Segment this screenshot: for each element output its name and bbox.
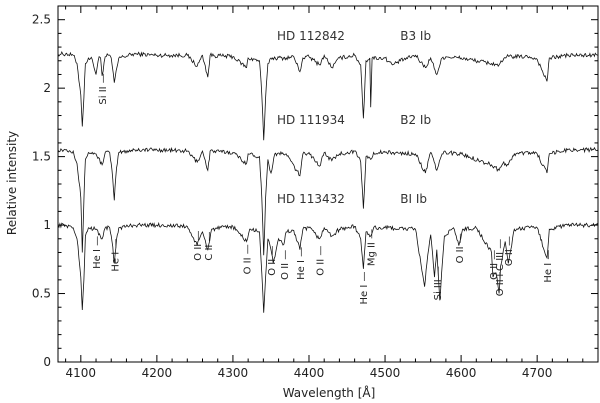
x-tick-label: 4500 — [370, 366, 401, 380]
y-tick-label: 1.5 — [32, 150, 51, 164]
series-group — [57, 50, 599, 313]
spectrum-line — [57, 50, 599, 141]
spectrum-line — [57, 221, 599, 313]
series-annotation: HD 113432 — [277, 192, 345, 206]
spectral-line-label: O II — — [243, 244, 254, 274]
x-tick-label: 4300 — [218, 366, 249, 380]
spectral-line-label: Mg II — — [367, 229, 378, 266]
y-axis-label: Relative intensity — [5, 131, 19, 235]
spectral-line-label: C II — — [204, 231, 215, 260]
x-tick-label: 4600 — [446, 366, 477, 380]
spectral-line-label: O II — — [504, 236, 515, 266]
y-tick-label: 2 — [43, 81, 51, 95]
plot-frame — [57, 5, 599, 363]
spectral-line-label: He I — — [543, 250, 554, 283]
series-annotation: BI Ib — [400, 192, 427, 206]
spectral-line-label: Si III — — [433, 266, 444, 300]
y-tick-label: 0 — [43, 355, 51, 369]
spectral-line-label: O II — — [316, 246, 327, 276]
spectral-line-label: He I — — [296, 247, 307, 280]
y-tick-label: 2.5 — [32, 13, 51, 27]
spectral-line-label: O II — — [489, 250, 500, 280]
x-tick-label: 4700 — [522, 366, 553, 380]
series-annotation: HD 112842 — [277, 29, 345, 43]
spectral-line-label: O II+C III — — [495, 239, 506, 297]
y-tick-label: 1 — [43, 218, 51, 232]
x-tick-label: 4200 — [142, 366, 173, 380]
annotation-group: HD 112842 B3 Ib HD 111934 B2 Ib HD 113432 BI … — [92, 29, 554, 304]
series-annotation: B3 Ib — [400, 29, 431, 43]
series-annotation: HD 111934 — [277, 113, 345, 127]
x-tick-label: 4100 — [66, 366, 97, 380]
spectral-line-label: He I — — [92, 236, 103, 269]
spectral-line-label: O II — — [280, 250, 291, 280]
x-axis-label: Wavelength [Å] — [283, 385, 376, 400]
series-annotation: B2 Ib — [400, 113, 431, 127]
axes-group: 4100 4200 4300 4400 4500 4600 4700 0 0.5 1 1.5 2 2.5 — [32, 5, 599, 380]
spectral-line-label: He I — — [359, 272, 370, 305]
spectral-line-label: Si II — — [98, 73, 109, 104]
spectral-line-label: O II — — [267, 246, 278, 276]
spectrum-line — [57, 146, 599, 256]
x-tick-label: 4400 — [294, 366, 325, 380]
spectral-line-label: O II — — [455, 233, 466, 263]
spectral-line-label: O II — — [193, 231, 204, 261]
spectral-line-label: He I — — [110, 239, 121, 272]
y-tick-label: 0.5 — [32, 287, 51, 301]
